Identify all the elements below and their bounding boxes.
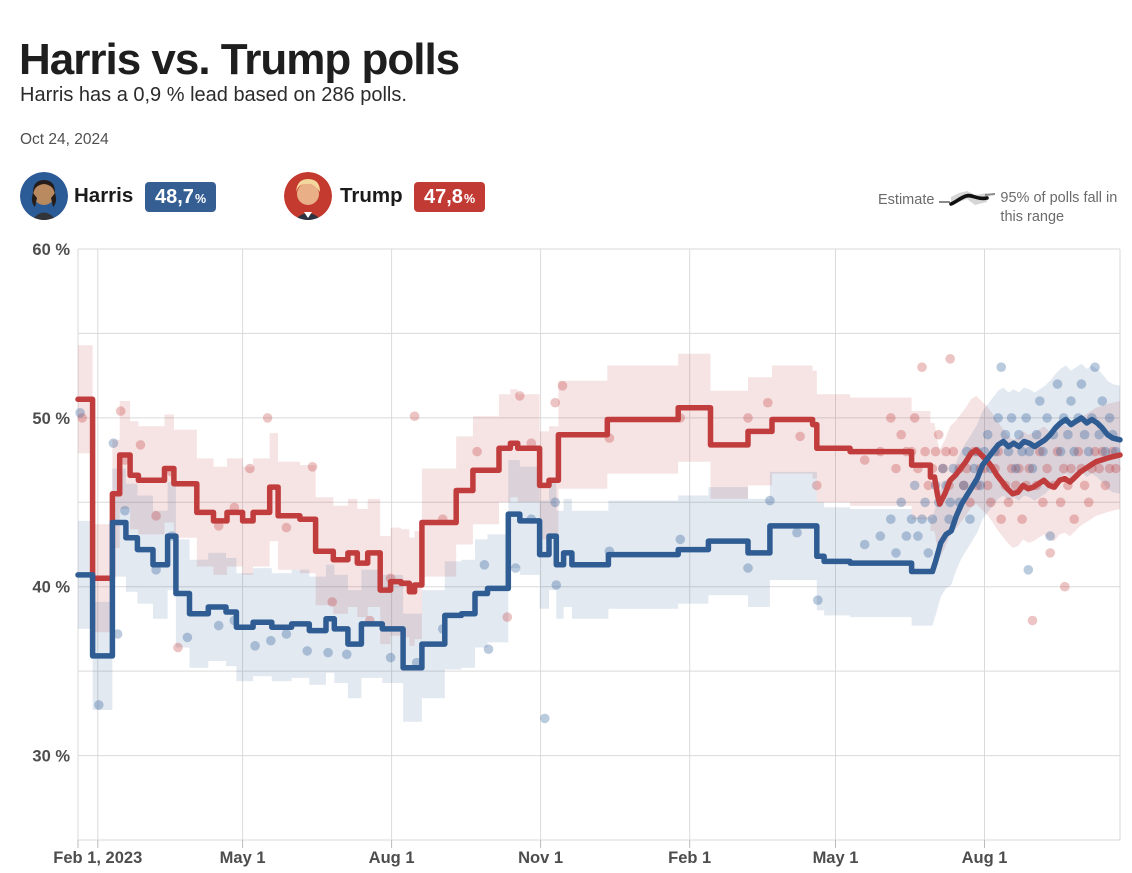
trump-value-badge: 47,8% — [414, 182, 486, 212]
harris-percent-sign: % — [194, 192, 207, 206]
harris-line — [75, 415, 1123, 671]
svg-text:Feb 1: Feb 1 — [668, 849, 711, 867]
svg-text:Aug 1: Aug 1 — [962, 849, 1008, 867]
estimate-line-icon — [939, 191, 996, 206]
trump-value: 47,8 — [424, 186, 463, 208]
harris-band — [78, 363, 1120, 722]
trump-name-label: Trump — [340, 184, 403, 207]
trump-percent-sign: % — [463, 192, 476, 206]
svg-text:Aug 1: Aug 1 — [369, 849, 415, 867]
estimate-range-label: 95% of polls fall in this range — [1000, 190, 1118, 225]
svg-text:May 1: May 1 — [813, 849, 859, 867]
svg-text:Feb 1, 2023: Feb 1, 2023 — [53, 849, 142, 867]
svg-text:60 %: 60 % — [32, 241, 70, 259]
gridlines — [77, 248, 1121, 841]
svg-text:May 1: May 1 — [220, 849, 266, 867]
harris-value: 48,7 — [155, 186, 194, 208]
x-axis: Feb 1, 2023 May 1 Aug 1 Nov 1 Feb 1 May 1 Aug … — [53, 840, 1007, 867]
harris-avatar — [20, 172, 68, 220]
trump-avatar-image — [284, 172, 332, 220]
subtitle: Harris has a 0,9 % lead based on 286 pol… — [20, 84, 407, 106]
svg-text:50 %: 50 % — [32, 410, 70, 428]
date-label: Oct 24, 2024 — [20, 131, 109, 148]
trump-line — [75, 396, 1123, 595]
harris-name-label: Harris — [74, 184, 134, 207]
polls-chart[interactable]: Feb 1, 2023 May 1 Aug 1 Nov 1 Feb 1 May 1 Aug … — [0, 230, 1132, 873]
harris-value-badge: 48,7% — [145, 182, 217, 212]
estimate-label: Estimate — [878, 192, 935, 208]
estimate-legend: Estimate 95% of polls fall in this range — [878, 189, 1120, 226]
svg-text:40 %: 40 % — [32, 579, 70, 597]
page-title: Harris vs. Trump polls — [19, 35, 460, 85]
svg-text:30 %: 30 % — [32, 748, 70, 766]
harris-avatar-image — [20, 172, 68, 220]
y-axis: 60 % 50 % 40 % 30 % — [32, 241, 70, 766]
svg-text:Nov 1: Nov 1 — [518, 849, 563, 867]
trump-avatar — [284, 172, 332, 220]
trump-band — [78, 345, 1120, 646]
